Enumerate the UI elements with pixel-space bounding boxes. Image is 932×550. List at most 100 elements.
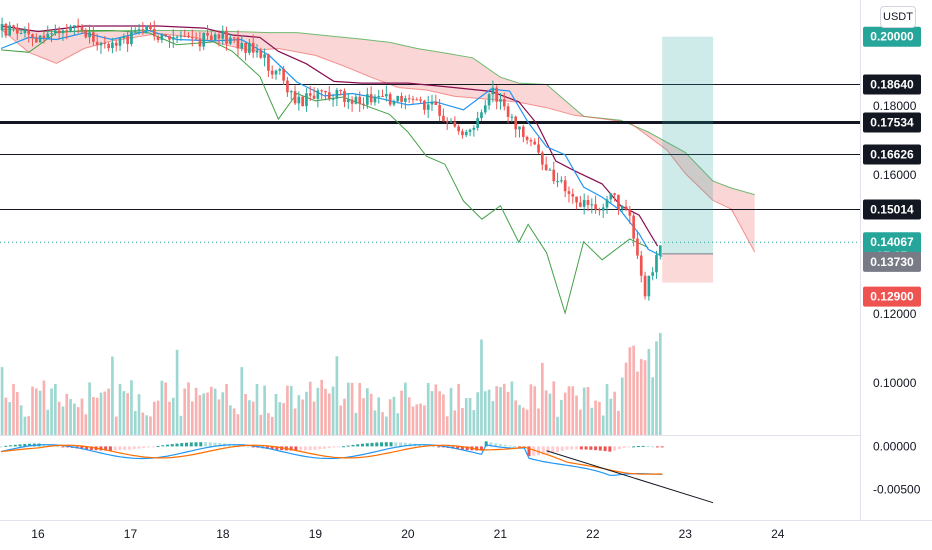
volume-bar <box>590 407 594 435</box>
candle-body <box>312 95 316 99</box>
volume-bar <box>423 405 426 435</box>
cloud-fill <box>1 29 755 253</box>
volume-bar <box>15 392 19 435</box>
macd-histogram-bar <box>341 446 345 448</box>
volume-bar <box>525 409 529 435</box>
macd-histogram-bar <box>251 446 255 448</box>
macd-histogram-bar <box>598 446 602 451</box>
volume-bar <box>491 401 495 435</box>
candle-body <box>270 70 274 75</box>
macd-histogram-bar <box>189 442 193 447</box>
candle-body <box>339 89 343 91</box>
time-axis[interactable]: 16 17 18 19 20 21 22 23 24 <box>31 527 784 541</box>
volume-bar <box>198 395 202 435</box>
volume-bar <box>658 332 662 435</box>
macd-histogram-bar <box>47 444 51 447</box>
candle-body <box>575 196 578 203</box>
volume-bar <box>617 410 620 435</box>
volume-bar <box>164 382 168 435</box>
candle-body <box>620 206 624 209</box>
macd-histogram-bar <box>151 446 155 448</box>
volume-bar <box>130 380 133 435</box>
macd-histogram-bar <box>489 442 493 447</box>
candle-body <box>251 42 255 53</box>
macd-histogram-bar <box>617 446 621 450</box>
volume-bar <box>556 416 559 435</box>
candle-body <box>392 101 396 105</box>
position-stop-zone[interactable] <box>662 253 714 283</box>
position-profit-zone[interactable] <box>662 36 714 254</box>
macd-trendline[interactable] <box>546 450 714 504</box>
volume-bar <box>84 414 88 435</box>
macd-histogram-bar <box>127 446 131 450</box>
candle-body <box>114 42 118 46</box>
volume-bar <box>141 412 145 435</box>
candle-body <box>388 94 392 105</box>
volume-bar <box>126 393 129 435</box>
candle-body <box>537 144 540 153</box>
volume-bar <box>552 381 556 435</box>
candle-body <box>400 95 403 102</box>
volume-bar <box>632 345 635 435</box>
candle-body <box>297 96 301 104</box>
volume-bar <box>194 387 198 435</box>
candle-body <box>61 30 65 34</box>
macd-histogram-bar <box>194 442 198 447</box>
price-axis[interactable]: 0.18000 0.16000 0.12000 0.10000 0.00000 -0.00… <box>873 99 921 497</box>
candle-body <box>560 180 563 182</box>
macd-histogram-bar <box>627 446 631 448</box>
volume-bar <box>274 394 278 435</box>
volume-bar <box>430 391 434 435</box>
candle-body <box>594 204 597 210</box>
volume-bar <box>415 404 419 435</box>
candle-body <box>613 193 616 195</box>
volume-bar <box>594 400 597 435</box>
candle-body <box>601 207 605 211</box>
macd-histogram-bar <box>208 442 212 447</box>
macd-histogram-bar <box>327 446 331 449</box>
macd-histogram-bar <box>142 446 146 448</box>
macd-histogram-bar <box>108 446 112 451</box>
volume-bar <box>381 412 384 435</box>
volume-bar <box>571 386 575 435</box>
candle-body <box>248 42 251 53</box>
candle-body <box>491 87 495 95</box>
volume-bar <box>411 406 415 435</box>
candle-body <box>609 193 613 200</box>
macd-histogram-bar <box>123 446 127 450</box>
candle-body <box>590 204 594 206</box>
volume-bar <box>213 388 217 435</box>
candle-body <box>263 54 266 58</box>
volume-bar <box>118 383 122 435</box>
volume-bar <box>438 391 441 435</box>
volume-bar <box>183 388 187 435</box>
volume-bar <box>282 403 285 435</box>
volume-bar <box>628 347 632 435</box>
candle-body <box>605 199 609 208</box>
candle-body <box>118 38 122 46</box>
candle-body <box>331 98 335 100</box>
volume-bar <box>400 390 403 435</box>
horizontal-levels[interactable]: 0.18640 0.17534 0.16626 0.15014 <box>0 74 921 220</box>
volume-bar <box>392 396 396 435</box>
currency-button[interactable]: USDT <box>880 6 916 28</box>
volume-bar <box>495 386 499 435</box>
volume-bar <box>506 391 510 435</box>
candle-body <box>69 26 72 31</box>
volume-bar <box>73 403 76 435</box>
macd-histogram-bar <box>199 442 203 447</box>
candle-body <box>229 37 232 44</box>
volume-bar <box>655 341 658 435</box>
level-badge-0.18640 <box>863 74 921 95</box>
macd-histogram-bar <box>332 446 336 448</box>
long-position-tool[interactable] <box>662 36 714 283</box>
macd-histogram-bar <box>246 446 250 448</box>
candle-body <box>502 99 506 107</box>
macd-histogram-bar <box>422 444 426 447</box>
macd-histogram-bar <box>89 446 93 450</box>
candle-body <box>415 99 419 101</box>
macd-histogram-bar <box>537 446 541 456</box>
volume-bar <box>335 356 339 435</box>
volume-bar <box>152 401 156 435</box>
